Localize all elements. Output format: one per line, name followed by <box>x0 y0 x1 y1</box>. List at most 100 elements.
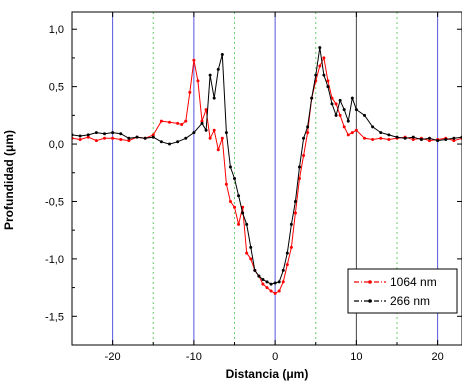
x-tick-label: 10 <box>350 351 362 363</box>
data-point <box>249 257 253 261</box>
data-point <box>237 222 241 226</box>
data-point <box>428 139 431 143</box>
y-tick-label: 0,0 <box>49 139 64 151</box>
data-point <box>306 125 310 129</box>
data-point <box>314 73 318 77</box>
legend-box <box>347 268 458 314</box>
data-point <box>245 222 249 226</box>
data-point <box>253 268 257 272</box>
data-point <box>387 137 391 141</box>
legend-marker-266 <box>368 299 372 303</box>
data-point <box>285 251 289 255</box>
data-point <box>387 133 391 137</box>
data-point <box>289 222 293 226</box>
data-point <box>216 148 220 152</box>
data-point <box>338 98 342 102</box>
data-point <box>212 96 216 100</box>
data-point <box>143 136 147 140</box>
axis-ticks: -20 -10 0 10 20 1,0 0,5 0,0 -0,5 -1,0 -1,5 <box>45 12 462 363</box>
data-point <box>273 281 277 285</box>
data-point <box>233 177 236 180</box>
data-point <box>159 119 163 123</box>
data-point <box>436 139 440 143</box>
data-point <box>224 131 228 135</box>
y-tick-label: 1,0 <box>49 24 64 36</box>
data-point <box>350 131 354 135</box>
data-point <box>78 134 82 138</box>
data-point <box>228 199 232 203</box>
data-point <box>293 211 297 215</box>
data-point <box>293 199 297 203</box>
data-point <box>228 165 232 169</box>
data-point <box>159 140 163 144</box>
data-point <box>318 46 322 50</box>
data-point <box>220 52 224 56</box>
data-point <box>346 119 350 123</box>
data-point <box>411 135 415 139</box>
x-tick-label: 0 <box>272 351 278 363</box>
data-point <box>184 119 188 123</box>
data-point <box>196 79 200 83</box>
data-point <box>326 79 330 83</box>
data-point <box>310 96 314 100</box>
data-point <box>298 165 301 169</box>
data-point <box>395 135 399 139</box>
data-point <box>342 125 346 129</box>
data-point <box>192 131 196 135</box>
data-point <box>241 211 245 215</box>
data-point <box>103 136 106 140</box>
data-point <box>363 136 366 140</box>
data-point <box>330 102 334 106</box>
data-point <box>277 289 281 293</box>
data-point <box>322 73 326 77</box>
data-point <box>326 85 330 89</box>
data-point <box>127 136 131 140</box>
data-point <box>224 182 228 186</box>
data-point <box>200 119 204 123</box>
data-point <box>273 291 277 295</box>
data-point <box>269 282 273 286</box>
data-point <box>208 73 212 77</box>
data-point <box>265 286 269 290</box>
x-tick-label: -20 <box>105 351 121 363</box>
data-point <box>411 137 415 141</box>
data-point <box>428 136 431 140</box>
y-tick-label: 0,5 <box>49 82 64 94</box>
data-point <box>342 108 346 112</box>
data-point <box>245 251 249 255</box>
x-tick-label: -10 <box>186 351 202 363</box>
legend-label-1064: 1064 nm <box>390 275 437 289</box>
data-point <box>261 278 265 282</box>
data-point <box>302 154 306 158</box>
data-point <box>119 137 123 141</box>
data-point <box>289 245 293 249</box>
data-point <box>111 136 115 140</box>
data-point <box>208 136 212 140</box>
data-point <box>192 58 196 62</box>
data-point <box>298 177 301 180</box>
data-point <box>78 137 82 141</box>
data-point <box>237 194 241 198</box>
data-point <box>419 137 423 141</box>
data-point <box>180 123 184 127</box>
data-point <box>111 131 115 135</box>
data-point <box>285 263 289 267</box>
legend-marker-1064 <box>368 280 372 284</box>
legend: 1064 nm 266 nm <box>347 268 458 314</box>
data-point <box>277 280 281 284</box>
data-point <box>86 133 90 137</box>
data-point <box>338 113 342 117</box>
data-point <box>151 133 155 137</box>
data-point <box>188 90 192 94</box>
data-point <box>371 125 375 129</box>
data-point <box>346 133 350 137</box>
data-point <box>261 282 265 286</box>
data-point <box>233 205 236 209</box>
x-axis-title: Distancia (μm) <box>226 367 309 381</box>
data-point <box>452 139 456 143</box>
data-point <box>168 142 171 146</box>
data-point <box>350 96 354 100</box>
data-point <box>363 113 366 117</box>
y-tick-label: -1,5 <box>45 311 64 323</box>
